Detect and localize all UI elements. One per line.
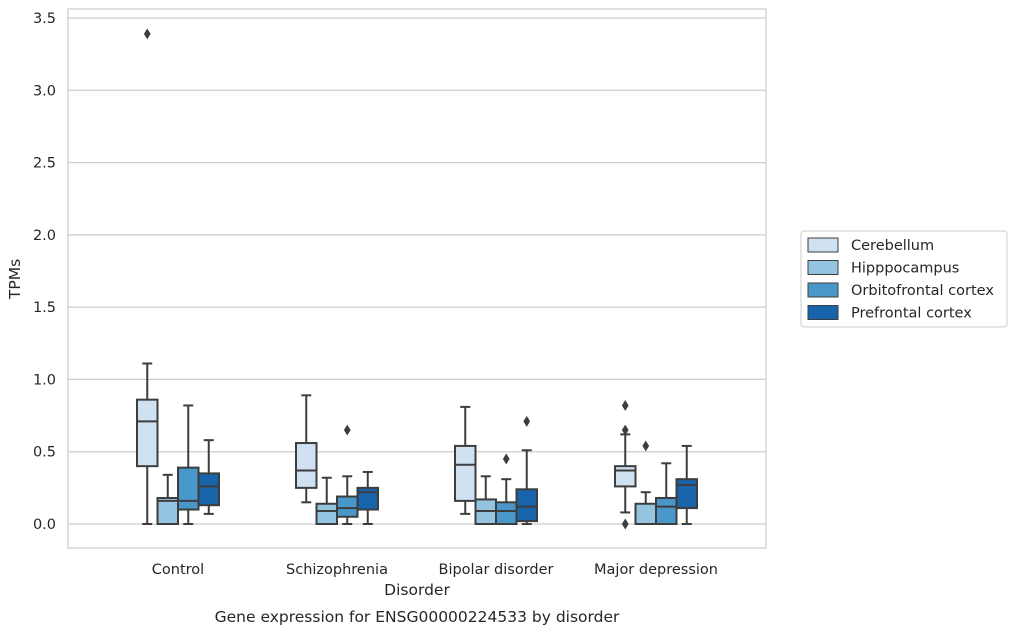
box-hipppocampus (156, 473, 179, 525)
box-body (177, 466, 200, 511)
legend-swatch (807, 305, 839, 320)
box-orbitofrontal-cortex (177, 404, 200, 525)
box-orbitofrontal-cortex (655, 462, 678, 525)
y-tick-label: 0.0 (33, 517, 56, 533)
box-body (197, 472, 220, 507)
outlier-point (343, 424, 351, 436)
legend-swatch (807, 282, 839, 298)
box-hipppocampus (474, 475, 497, 525)
box-body (515, 488, 538, 523)
outlier-point (143, 28, 151, 40)
y-tick-label: 0.5 (33, 445, 56, 461)
box-hipppocampus (634, 440, 657, 526)
box-prefrontal-cortex (356, 470, 379, 525)
box-prefrontal-cortex (197, 439, 220, 515)
box-orbitofrontal-cortex (336, 424, 359, 525)
outlier-point (502, 453, 510, 465)
box-hipppocampus (315, 476, 338, 526)
legend-swatch (807, 237, 839, 253)
box-cerebellum (136, 28, 159, 525)
legend-swatch (807, 260, 839, 275)
y-tick-label: 2.5 (33, 156, 56, 172)
box-prefrontal-cortex (675, 444, 698, 525)
legend: Cerebellum Hipppocampus Orbitofrontal cort… (800, 230, 1008, 328)
box-body (136, 398, 159, 468)
x-tick-label: Bipolar disorder (439, 562, 554, 578)
box-body (156, 496, 179, 525)
box-cerebellum (295, 394, 318, 504)
y-tick-label: 1.0 (33, 372, 56, 388)
y-axis-label: TPMs (6, 259, 24, 300)
box-body (336, 495, 359, 518)
legend-label: Cerebellum (851, 238, 934, 254)
legend-frame (800, 230, 1008, 328)
legend-label: Prefrontal cortex (851, 306, 972, 322)
gridlines (68, 17, 766, 525)
x-axis-label: Disorder (384, 581, 450, 599)
box-body (614, 465, 637, 488)
box-body (315, 502, 338, 526)
y-tick-label: 1.5 (33, 300, 56, 316)
y-tick-label: 3.5 (33, 11, 56, 27)
outlier-point (642, 440, 650, 452)
x-tick-label: Control (152, 562, 204, 578)
outlier-point (621, 399, 629, 411)
box-body (655, 496, 678, 525)
y-tick-label: 2.0 (33, 228, 56, 244)
legend-label: Hipppocampus (851, 261, 959, 277)
box-cerebellum (614, 399, 637, 530)
boxes (136, 28, 698, 530)
box-cerebellum (454, 405, 477, 515)
box-body (634, 502, 657, 526)
y-tick-labels: 0.0 0.5 1.0 1.5 2.0 2.5 3.0 3.5 (33, 11, 56, 533)
x-tick-label: Major depression (594, 562, 718, 578)
y-tick-label: 3.0 (33, 83, 56, 99)
chart-caption: Gene expression for ENSG00000224533 by d… (215, 608, 620, 626)
x-tick-labels: Control Schizophrenia Bipolar disorder Majo… (152, 562, 718, 578)
box-body (454, 444, 477, 502)
box-prefrontal-cortex (515, 415, 538, 525)
legend-label: Orbitofrontal cortex (851, 283, 994, 299)
outlier-point (621, 518, 629, 530)
x-tick-label: Schizophrenia (286, 562, 388, 578)
outlier-point (523, 415, 531, 427)
box-body (295, 442, 318, 489)
box-orbitofrontal-cortex (495, 453, 518, 526)
box-body (675, 478, 698, 510)
plot-frame (67, 8, 767, 549)
box-body (495, 501, 518, 526)
outlier-point (621, 424, 629, 436)
box-body (356, 486, 379, 511)
